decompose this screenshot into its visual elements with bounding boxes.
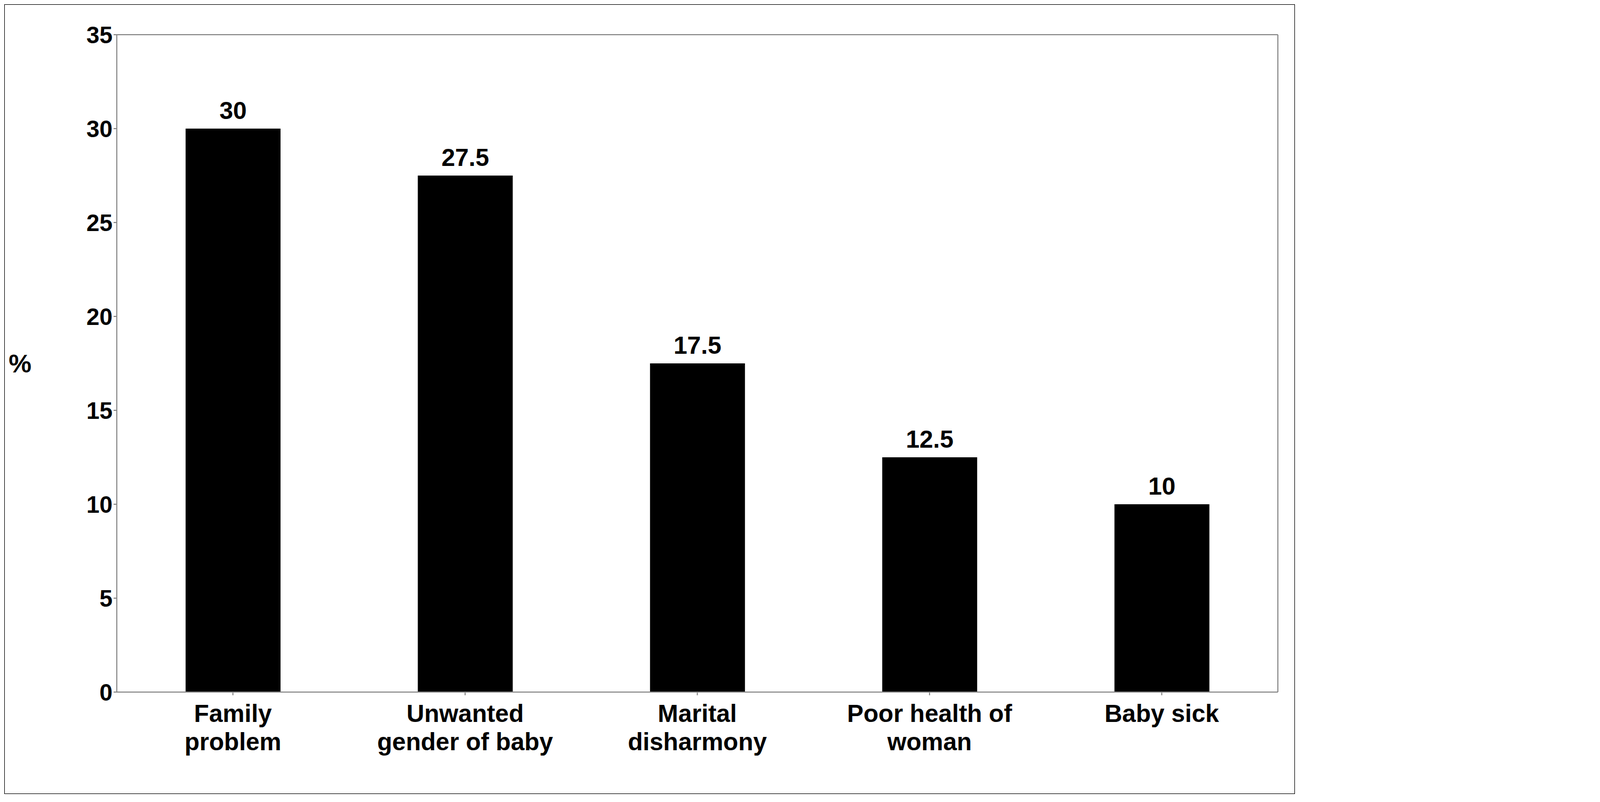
- svg-text:30: 30: [219, 96, 247, 125]
- svg-text:Poor health ofwoman: Poor health ofwoman: [846, 699, 1013, 756]
- svg-text:10: 10: [86, 491, 113, 518]
- svg-text:Unwantedgender of baby: Unwantedgender of baby: [377, 699, 554, 756]
- svg-text:10: 10: [1148, 472, 1176, 500]
- svg-text:17.5: 17.5: [673, 331, 722, 359]
- svg-text:12.5: 12.5: [905, 425, 954, 453]
- svg-text:27.5: 27.5: [441, 143, 490, 172]
- svg-text:25: 25: [86, 209, 113, 236]
- svg-text:35: 35: [86, 21, 113, 48]
- svg-text:Maritaldisharmony: Maritaldisharmony: [627, 699, 767, 756]
- svg-text:%: %: [8, 349, 32, 378]
- svg-text:Familyproblem: Familyproblem: [184, 699, 282, 756]
- svg-text:0: 0: [99, 678, 113, 706]
- svg-text:Baby sick: Baby sick: [1104, 699, 1220, 727]
- svg-text:5: 5: [99, 585, 113, 612]
- svg-text:30: 30: [86, 115, 113, 142]
- svg-text:20: 20: [86, 303, 113, 330]
- svg-text:15: 15: [86, 397, 113, 424]
